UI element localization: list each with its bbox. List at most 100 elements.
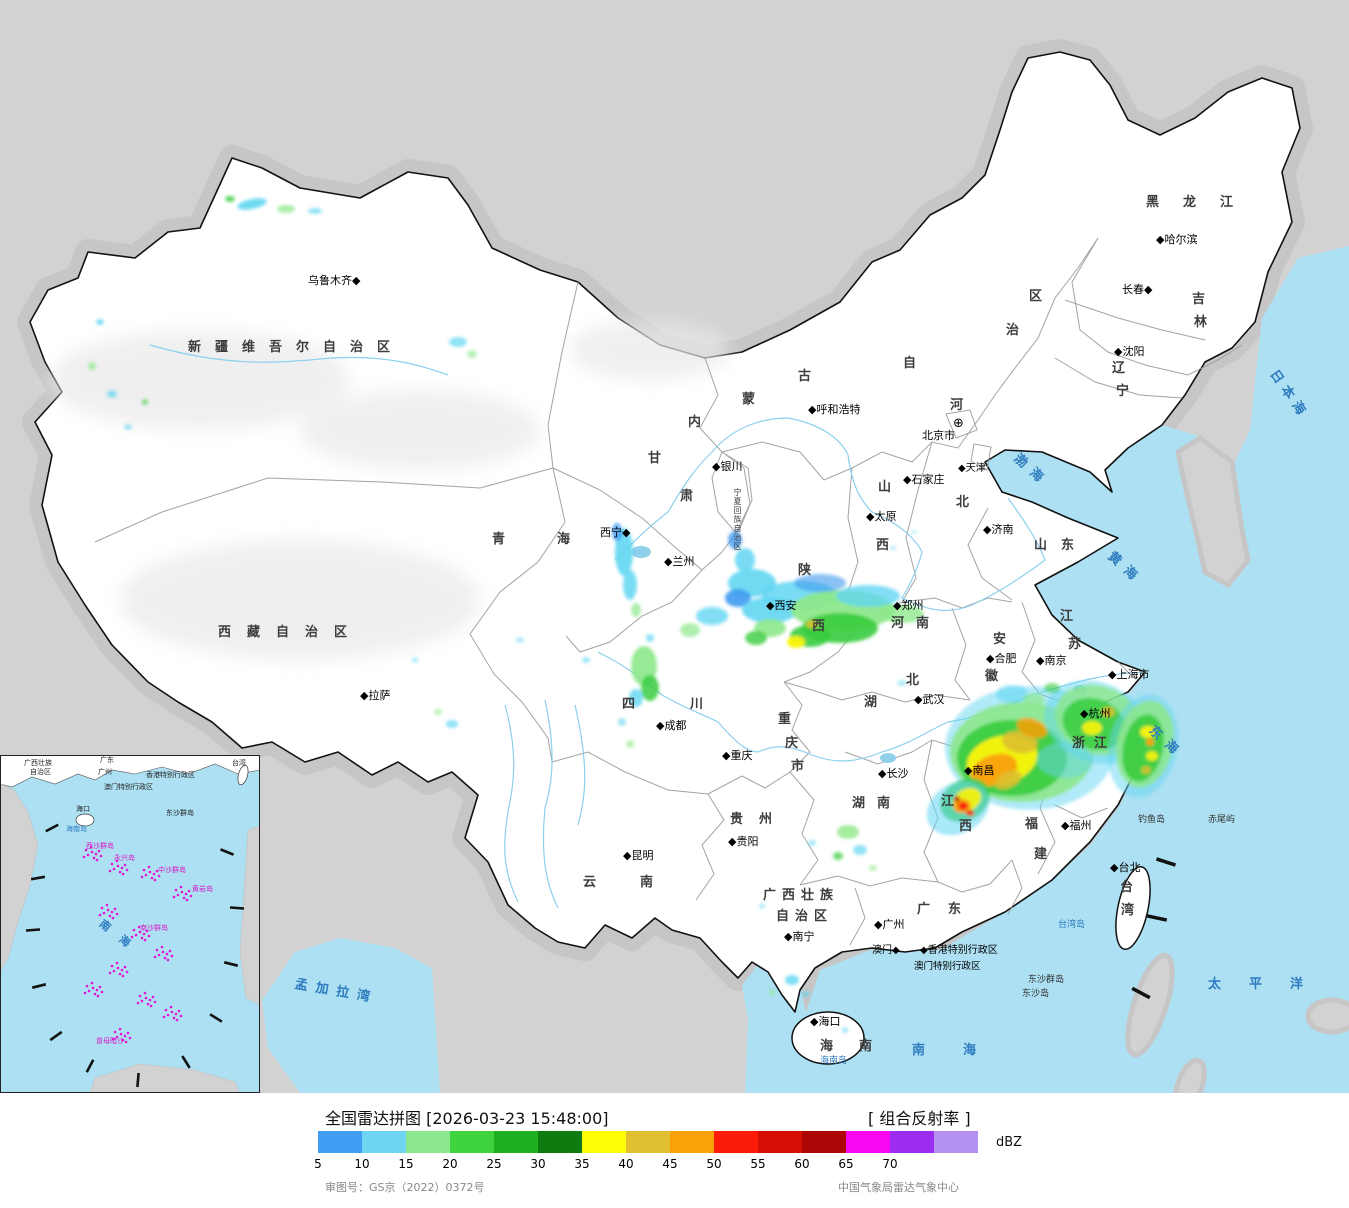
island-dot: [177, 1009, 181, 1013]
inset-south-china-coast: [0, 755, 260, 788]
island-dot: [157, 953, 161, 957]
island-dot: [105, 903, 109, 907]
radar-echo: [1146, 738, 1154, 746]
legend-swatch: [406, 1131, 450, 1153]
radar-echo: [434, 709, 442, 715]
island-dot: [166, 1013, 170, 1017]
island-dot: [126, 1031, 130, 1035]
island-dot: [142, 932, 146, 936]
legend-swatch: [318, 1131, 362, 1153]
radar-echo: [623, 570, 637, 600]
radar-echo: [516, 637, 524, 643]
radar-mosaic-map: 新疆维吾尔自治区 西藏自治区 青海 四川 云南 贵州 湖南湖北河南河北山西山东陕西甘肃内蒙古…: [0, 0, 1349, 1093]
radar-echo: [787, 636, 805, 648]
legend-swatch: [714, 1131, 758, 1153]
legend-panel: 全国雷达拼图 [2026-03-23 15:48:00] [ 组合反射率 ] 5…: [0, 1093, 1349, 1208]
island-dot: [160, 945, 164, 949]
radar-echo: [646, 634, 654, 642]
island-dot: [100, 990, 104, 994]
island-dot: [161, 950, 165, 954]
island-dot: [106, 908, 110, 912]
island-dot: [121, 872, 125, 876]
island-dot: [185, 898, 189, 902]
island-dot: [108, 971, 112, 975]
island-dot: [115, 961, 119, 965]
island-dot: [97, 849, 101, 853]
island-dot: [144, 873, 148, 877]
radar-echo: [680, 623, 700, 637]
island-dot: [138, 994, 142, 998]
island-dot: [140, 875, 144, 879]
dash-segment: [1131, 986, 1151, 1000]
island-dot: [89, 845, 93, 849]
island-dot: [172, 1016, 176, 1020]
radar-echo: [1016, 717, 1048, 739]
south-china-sea-inset-svg: [0, 755, 260, 1093]
island-dot: [146, 1002, 150, 1006]
island-dot: [164, 1008, 168, 1012]
island-dot: [153, 1000, 157, 1004]
legend-tick: 45: [662, 1157, 678, 1171]
legend-swatch: [626, 1131, 670, 1153]
dash-segment: [31, 983, 47, 989]
dash-segment: [49, 1030, 63, 1042]
island-dot: [86, 853, 90, 857]
island-dot: [85, 984, 89, 988]
radar-echo: [626, 740, 634, 748]
island-dot: [90, 981, 94, 985]
island-dot: [157, 874, 161, 878]
island-dot: [134, 933, 138, 937]
legend-swatch: [846, 1131, 890, 1153]
legend-tick: 10: [354, 1157, 370, 1171]
taiwan-island: [1115, 866, 1151, 950]
legend-tick: 20: [442, 1157, 458, 1171]
island-dot: [176, 893, 180, 897]
sea-areas: [262, 246, 1349, 1093]
island-dot: [140, 936, 144, 940]
dash-segment: [181, 1055, 191, 1069]
island-dot: [111, 916, 115, 920]
tarim-river: [149, 344, 449, 376]
island-dot: [108, 914, 112, 918]
radar-echo: [107, 390, 117, 398]
island-dot-clusters: [82, 845, 193, 1044]
luzon-island: [1125, 952, 1175, 1058]
radar-echo: [412, 657, 418, 663]
radar-echo: [1146, 751, 1158, 761]
radar-echo: [769, 989, 775, 995]
dash-segment: [136, 1072, 140, 1088]
island-dot: [132, 928, 136, 932]
dash-segment: [220, 848, 234, 856]
legend-tick: 50: [706, 1157, 722, 1171]
philippine-island: [1173, 1057, 1207, 1093]
island-dot: [95, 858, 99, 862]
radar-echo: [1044, 683, 1060, 693]
legend-tick: 60: [794, 1157, 810, 1171]
island-dot: [125, 970, 129, 974]
island-dot: [147, 865, 151, 869]
island-dot: [112, 969, 116, 973]
map-canvas: [17, 39, 1349, 1093]
island-dot: [87, 989, 91, 993]
color-scale-bar: [318, 1131, 978, 1153]
island-dot: [111, 1037, 115, 1041]
island-dot: [116, 864, 120, 868]
island-dot: [96, 994, 100, 998]
legend-tick: 65: [838, 1157, 854, 1171]
radar-echo: [728, 531, 742, 549]
dongting-lake: [880, 753, 896, 763]
island-dot: [153, 955, 157, 959]
island-dot: [175, 1018, 179, 1022]
island-dot: [113, 907, 117, 911]
radar-echo: [994, 770, 1022, 790]
qinghai-lake: [631, 546, 651, 558]
radar-echo: [785, 975, 799, 985]
dash-segment: [1146, 914, 1168, 922]
inset-sea: [0, 755, 260, 1093]
legend-swatch: [934, 1131, 978, 1153]
island-dot: [98, 985, 102, 989]
island-dot: [115, 859, 119, 863]
radar-echo: [449, 337, 467, 347]
island-dot: [119, 1032, 123, 1036]
radar-echo: [629, 689, 643, 707]
